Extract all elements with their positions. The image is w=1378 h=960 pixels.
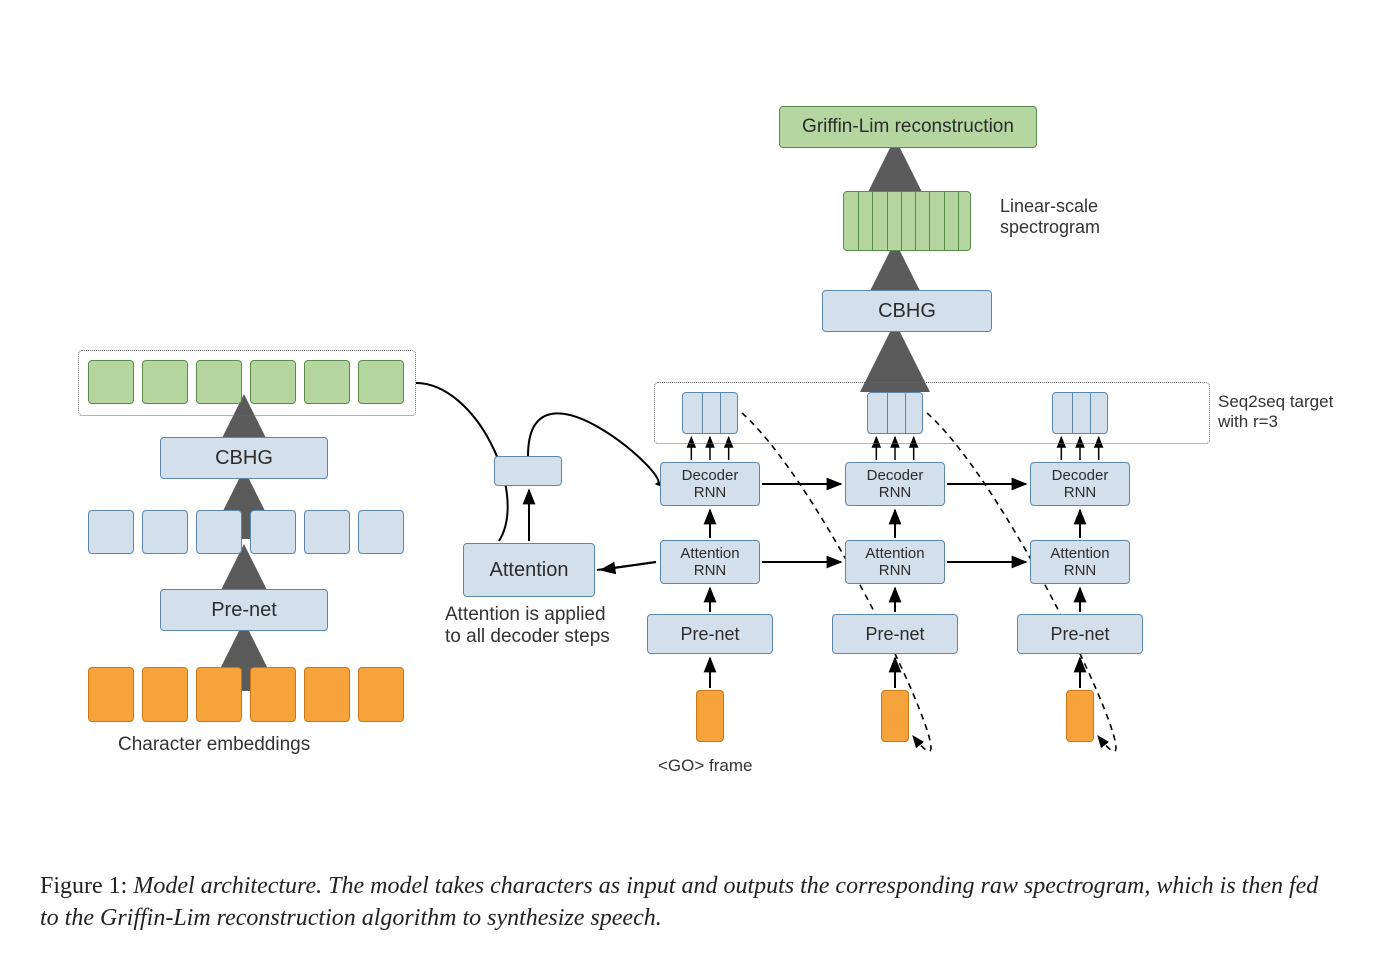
encoder-embedding-box: [142, 667, 188, 722]
decoder-attention-rnn-box: AttentionRNN: [660, 540, 760, 584]
decoder-attention-rnn-box: AttentionRNN: [845, 540, 945, 584]
character-embeddings-label: Character embeddings: [118, 734, 310, 756]
linear-spectrogram-label: Linear-scale spectrogram: [1000, 196, 1100, 238]
encoder-hidden-box: [250, 510, 296, 554]
encoder-hidden-box: [88, 510, 134, 554]
encoder-hidden-box: [142, 510, 188, 554]
attention-context-box: [494, 456, 562, 486]
decoder-input-frame: [696, 690, 724, 742]
encoder-embedding-box: [196, 667, 242, 722]
decoder-prenet-box: Pre-net: [832, 614, 958, 654]
go-frame-label: <GO> frame: [658, 756, 752, 776]
encoder-embedding-box: [304, 667, 350, 722]
decoder-output-dashed-box: [654, 382, 1210, 444]
decoder-input-frame: [1066, 690, 1094, 742]
attention-caption: Attention is applied to all decoder step…: [445, 604, 610, 648]
postnet-cbhg-box: CBHG: [822, 290, 992, 332]
encoder-hidden-box: [196, 510, 242, 554]
decoder-input-frame: [881, 690, 909, 742]
decoder-rnn-box: DecoderRNN: [1030, 462, 1130, 506]
decoder-attention-rnn-box: AttentionRNN: [1030, 540, 1130, 584]
encoder-hidden-box: [304, 510, 350, 554]
encoder-embedding-box: [250, 667, 296, 722]
griffin-lim-box: Griffin-Lim reconstruction: [779, 106, 1037, 148]
encoder-embedding-box: [88, 667, 134, 722]
decoder-rnn-box: DecoderRNN: [845, 462, 945, 506]
decoder-prenet-box: Pre-net: [1017, 614, 1143, 654]
encoder-embedding-box: [358, 667, 404, 722]
figure-caption: Figure 1: Model architecture. The model …: [40, 870, 1338, 935]
decoder-prenet-box: Pre-net: [647, 614, 773, 654]
linear-spectrogram-box: [843, 191, 971, 251]
encoder-cbhg-box: CBHG: [160, 437, 328, 479]
seq2seq-target-label: Seq2seq target with r=3: [1218, 392, 1333, 432]
decoder-rnn-box: DecoderRNN: [660, 462, 760, 506]
attention-box: Attention: [463, 543, 595, 597]
diagram-stage: Character embeddings Pre-net CBHG Attention…: [0, 0, 1378, 960]
encoder-prenet-box: Pre-net: [160, 589, 328, 631]
encoder-output-dashed-box: [78, 350, 416, 416]
encoder-hidden-box: [358, 510, 404, 554]
